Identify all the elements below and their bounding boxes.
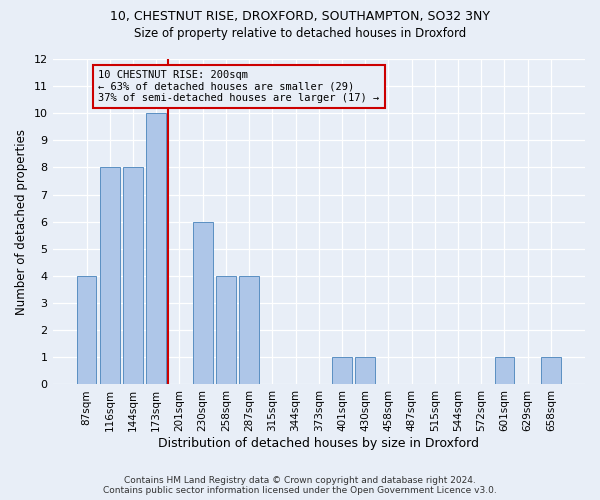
Text: Size of property relative to detached houses in Droxford: Size of property relative to detached ho… [134, 28, 466, 40]
X-axis label: Distribution of detached houses by size in Droxford: Distribution of detached houses by size … [158, 437, 479, 450]
Bar [123, 168, 143, 384]
Bar [239, 276, 259, 384]
Bar [100, 168, 119, 384]
Bar [146, 113, 166, 384]
Text: 10, CHESTNUT RISE, DROXFORD, SOUTHAMPTON, SO32 3NY: 10, CHESTNUT RISE, DROXFORD, SOUTHAMPTON… [110, 10, 490, 23]
Y-axis label: Number of detached properties: Number of detached properties [15, 128, 28, 314]
Text: 10 CHESTNUT RISE: 200sqm
← 63% of detached houses are smaller (29)
37% of semi-d: 10 CHESTNUT RISE: 200sqm ← 63% of detach… [98, 70, 379, 103]
Bar [332, 358, 352, 384]
Text: Contains HM Land Registry data © Crown copyright and database right 2024.
Contai: Contains HM Land Registry data © Crown c… [103, 476, 497, 495]
Bar [216, 276, 236, 384]
Bar [494, 358, 514, 384]
Bar [77, 276, 97, 384]
Bar [541, 358, 561, 384]
Bar [355, 358, 375, 384]
Bar [193, 222, 212, 384]
